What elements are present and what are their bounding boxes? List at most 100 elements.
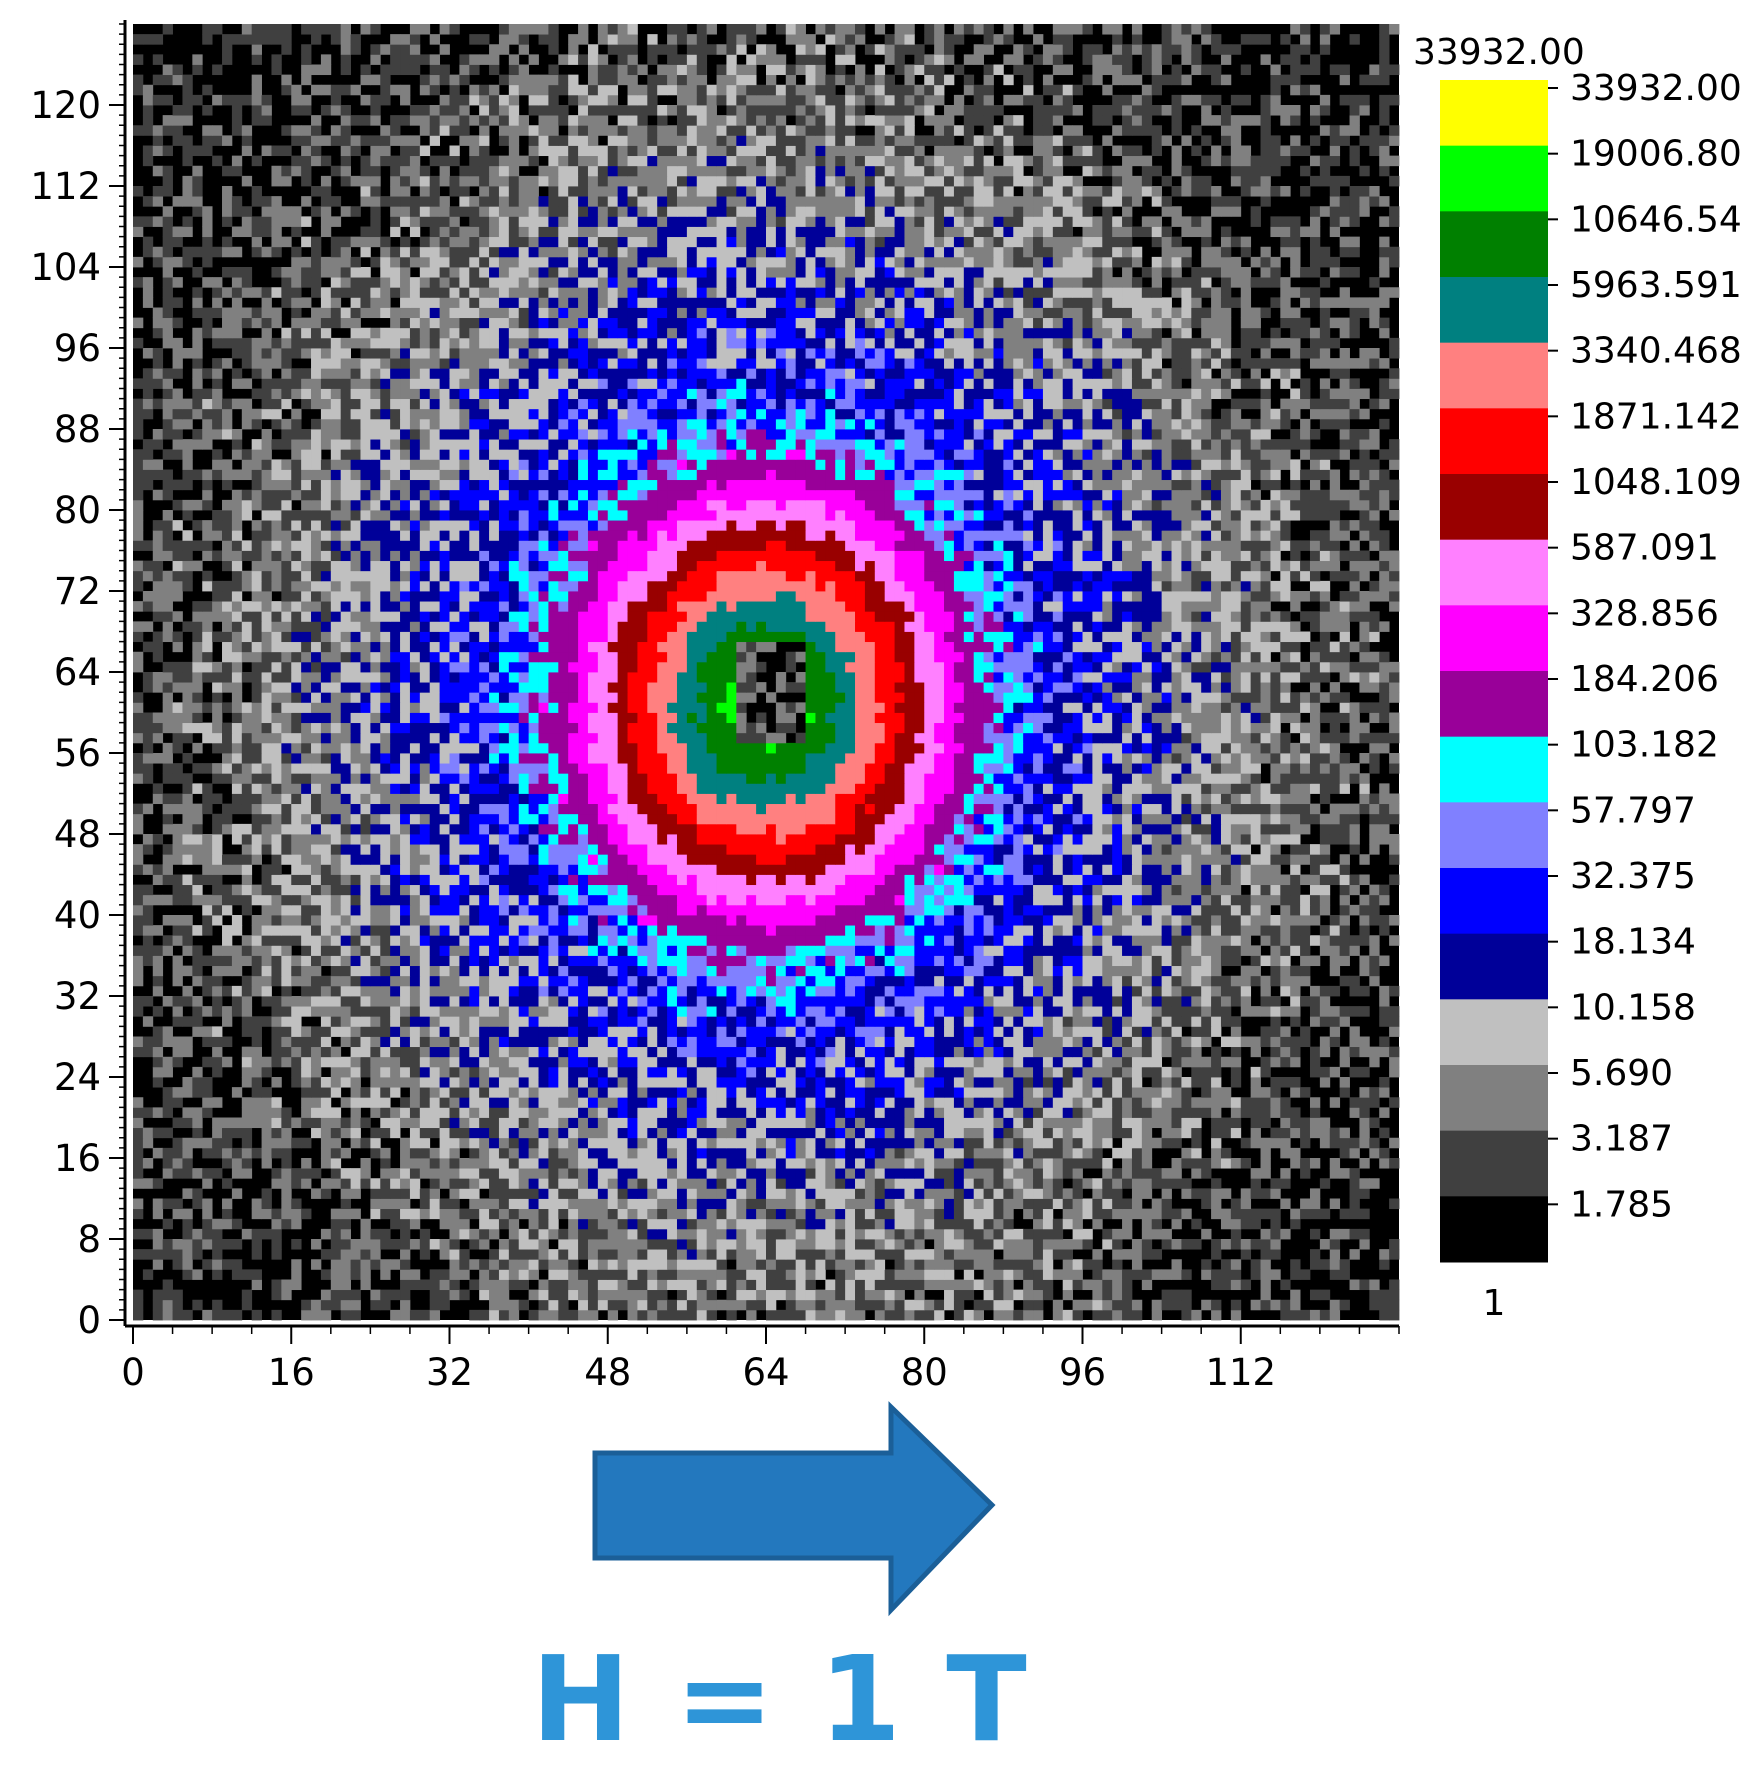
heatmap-cell <box>340 1117 351 1129</box>
heatmap-cell <box>1131 935 1143 946</box>
heatmap-cell <box>983 1158 994 1169</box>
heatmap-cell <box>1339 1168 1350 1179</box>
heatmap-cell <box>409 975 421 987</box>
heatmap-cell <box>1161 925 1172 936</box>
heatmap-cell <box>1270 1087 1281 1098</box>
heatmap-cell <box>340 1127 351 1139</box>
heatmap-cell <box>449 1147 460 1159</box>
heatmap-cell <box>350 1127 361 1139</box>
heatmap-cell <box>647 925 658 936</box>
heatmap-cell <box>607 874 619 886</box>
heatmap-cell <box>1359 965 1370 977</box>
heatmap-cell <box>241 1127 253 1139</box>
heatmap-cell <box>637 975 648 987</box>
heatmap-cell <box>795 874 806 886</box>
heatmap-cell <box>568 1218 579 1230</box>
heatmap-cell <box>1230 1198 1242 1210</box>
heatmap-cell <box>1013 945 1024 956</box>
heatmap-cell <box>1023 1097 1034 1108</box>
heatmap-cell <box>508 874 520 886</box>
heatmap-cell <box>894 1309 905 1321</box>
heatmap-cell <box>479 975 490 987</box>
heatmap-cell <box>1072 1269 1083 1280</box>
heatmap-cell <box>864 1066 876 1078</box>
heatmap-cell <box>1102 1239 1113 1250</box>
heatmap-cell <box>1201 935 1212 946</box>
heatmap-cell <box>746 874 757 886</box>
heatmap-cell <box>736 1299 747 1311</box>
heatmap-cell <box>934 1218 945 1230</box>
heatmap-cell <box>1329 1127 1341 1139</box>
heatmap-cell <box>696 1036 708 1048</box>
heatmap-cell <box>607 1016 619 1027</box>
heatmap-cell <box>746 854 757 865</box>
heatmap-cell <box>498 1147 510 1159</box>
heatmap-cell <box>489 915 500 926</box>
heatmap-cell <box>914 1178 925 1189</box>
heatmap-cell <box>1141 1218 1153 1230</box>
heatmap-cell <box>736 985 747 997</box>
heatmap-cell <box>1052 925 1064 936</box>
heatmap-cell <box>963 1208 975 1220</box>
heatmap-cell <box>835 894 846 906</box>
heatmap-cell <box>1042 894 1054 906</box>
heatmap-cell <box>1102 864 1113 875</box>
heatmap-cell <box>587 1127 599 1139</box>
heatmap-cell <box>587 1269 599 1280</box>
heatmap-cell <box>914 965 925 977</box>
heatmap-cell <box>330 1249 342 1260</box>
heatmap-cell <box>538 1026 549 1037</box>
heatmap-cell <box>746 864 757 875</box>
heatmap-cell <box>1082 1259 1093 1270</box>
heatmap-cell <box>835 1178 846 1189</box>
heatmap-cell <box>736 864 747 875</box>
heatmap-cell <box>1300 965 1311 977</box>
heatmap-cell <box>1141 935 1153 946</box>
heatmap-cell <box>746 1198 757 1210</box>
heatmap-cell <box>1042 1249 1054 1260</box>
heatmap-cell <box>775 1097 787 1108</box>
heatmap-cell <box>944 1198 955 1210</box>
heatmap-cell <box>904 975 915 987</box>
heatmap-cell <box>350 1178 361 1189</box>
heatmap-cell <box>726 1168 737 1179</box>
heatmap-cell <box>1112 1239 1123 1250</box>
heatmap-cell <box>973 996 984 1007</box>
heatmap-cell <box>350 874 361 886</box>
heatmap-cell <box>627 1309 638 1321</box>
heatmap-cell <box>301 1178 312 1189</box>
heatmap-cell <box>162 1309 173 1321</box>
heatmap-cell <box>1260 985 1271 997</box>
heatmap-cell <box>944 1299 955 1311</box>
heatmap-cell <box>1102 904 1113 916</box>
heatmap-cell <box>320 1117 332 1129</box>
heatmap-cell <box>558 1208 569 1220</box>
heatmap-cell <box>212 945 223 956</box>
heatmap-cell <box>489 1097 500 1108</box>
heatmap-cell <box>924 955 935 967</box>
heatmap-cell <box>1260 1158 1271 1169</box>
heatmap-cell <box>1270 955 1281 967</box>
heatmap-cell <box>864 955 876 967</box>
heatmap-cell <box>1309 1208 1321 1220</box>
heatmap-cell <box>1042 1228 1054 1240</box>
heatmap-cell <box>281 965 292 977</box>
heatmap-cell <box>1052 874 1064 886</box>
heatmap-cell <box>874 1036 886 1048</box>
heatmap-cell <box>617 1228 628 1240</box>
heatmap-cell <box>1072 1168 1083 1179</box>
heatmap-cell <box>864 975 876 987</box>
heatmap-cell <box>1122 935 1133 946</box>
heatmap-cell <box>340 1036 351 1048</box>
heatmap-cell <box>301 925 312 936</box>
heatmap-cell <box>1319 1309 1331 1321</box>
heatmap-cell <box>1211 1198 1222 1210</box>
heatmap-cell <box>726 915 737 926</box>
heatmap-cell <box>617 1279 628 1291</box>
heatmap-cell <box>944 1137 955 1149</box>
heatmap-cell <box>963 854 975 865</box>
heatmap-cell <box>1122 1269 1133 1280</box>
heatmap-cell <box>874 915 886 926</box>
heatmap-cell <box>983 925 994 936</box>
heatmap-cell <box>1062 1208 1074 1220</box>
